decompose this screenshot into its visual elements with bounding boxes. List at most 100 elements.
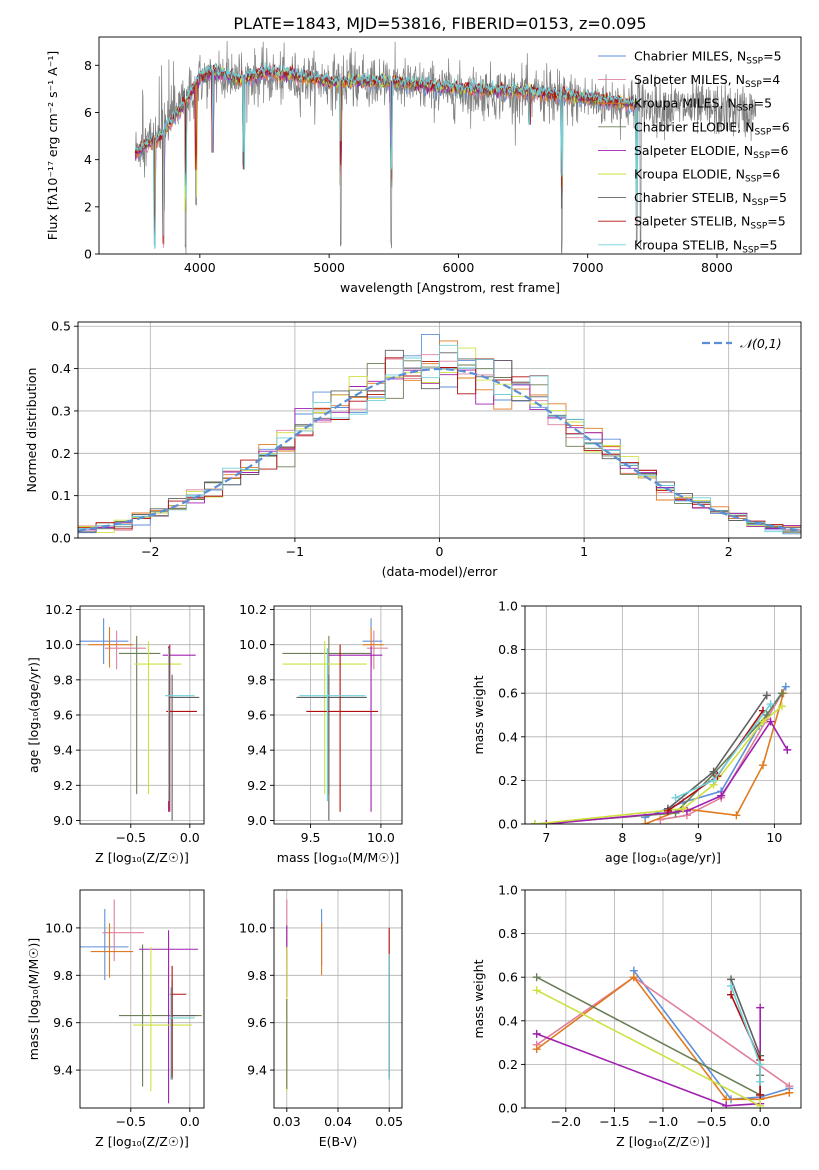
errorbar-point-salpeter-elodie — [162, 646, 196, 812]
legend-value: =5 — [759, 237, 777, 252]
legend-value: =6 — [770, 143, 788, 158]
grid-mass_vs_Z — [80, 890, 204, 1108]
legend-value: =5 — [763, 49, 781, 64]
y-tick-label: 9.4 — [53, 1063, 73, 1078]
x-tick-label: 1 — [580, 544, 588, 559]
x-tick-label: −1.5 — [599, 1114, 629, 1129]
weight-marker-salpeter-elodie — [542, 820, 551, 824]
weight-line-chabrier-elodie — [536, 976, 761, 1097]
y-tick-label: 10.2 — [45, 602, 73, 617]
grid-age_vs_Z — [80, 606, 204, 824]
y-tick-label: 10.0 — [239, 637, 267, 652]
legend-sub: SSP — [742, 245, 759, 255]
spectrum-model-kroupa-stelib — [134, 62, 640, 250]
panel-mass_vs_EBV: 0.03 0.04 0.05 9.4 9.6 9.8 10.0 E(B-V) — [239, 889, 403, 1149]
plot-area-weight_vs_age — [530, 682, 792, 824]
y-tick-label: 1.0 — [498, 883, 518, 898]
weight-marker-kroupa-stelib — [727, 981, 736, 990]
x-tick-label: 9.5 — [301, 830, 321, 845]
errorbar-point-salpeter-stelib — [169, 965, 187, 1078]
y-axis-label: mass [log₁₀(M/M☉)] — [26, 938, 41, 1060]
y-tick-label: 0.8 — [498, 926, 518, 941]
x-tick-label: −1.0 — [648, 1114, 678, 1129]
y-axis-label: Normed distribution — [24, 368, 39, 493]
y-tick-label: 1.0 — [498, 599, 518, 614]
x-tick-label: 0.05 — [375, 1114, 403, 1129]
weight-marker-kroupa-elodie — [530, 820, 539, 824]
legend-value: =6 — [771, 119, 789, 134]
figure-title: PLATE=1843, MJD=53816, FIBERID=0153, z=0… — [233, 14, 646, 33]
y-tick-label: 9.8 — [53, 672, 73, 687]
x-axis-label: E(B-V) — [319, 1134, 358, 1149]
legend-name: Kroupa MILES, N — [634, 96, 737, 111]
legend-label-kroupa-elodie: Kroupa ELODIE, NSSP=6 — [634, 167, 780, 185]
y-tick-label: 0.2 — [51, 446, 71, 461]
weight-marker-kroupa-miles — [732, 811, 741, 820]
x-tick-label: 7 — [542, 830, 550, 845]
weight-marker-kroupa-elodie — [777, 702, 786, 711]
legend-label-salpeter-elodie: Salpeter ELODIE, NSSP=6 — [634, 143, 789, 161]
weight-marker-kroupa-miles — [758, 761, 767, 770]
weight-marker-kroupa-stelib — [766, 700, 775, 709]
errorbar-point-kroupa-elodie — [133, 946, 193, 1092]
y-tick-label: 10.0 — [45, 637, 73, 652]
panel-weight_vs_Z: −2.0 −1.5 −1.0 −0.5 0.0 0.0 0.2 0.4 0.6 0.8 1.0 Z [… — [471, 883, 802, 1149]
gaussian-curve — [78, 367, 801, 532]
errorbar-point-kroupa-miles — [90, 923, 134, 978]
y-axis-label: mass weight — [471, 959, 486, 1038]
weight-line-kroupa-elodie — [534, 705, 783, 824]
errorbar-point-salpeter-miles — [104, 630, 147, 670]
y-tick-label: 0.4 — [498, 729, 518, 744]
errorbar-point-kroupa-stelib — [165, 648, 195, 802]
x-tick-label: 5000 — [313, 260, 345, 275]
panel-age_vs_mass: 9.5 10.0 9.0 9.2 9.4 9.6 9.8 10.0 10.2 mass [log₁… — [239, 602, 403, 865]
weight-marker-chabrier-elodie — [532, 973, 541, 982]
x-tick-label: 10 — [766, 830, 782, 845]
axes-mass_vs_Z: −0.5 0.0 9.4 9.6 9.8 10.0 Z [log₁₀(Z/Z☉)] mass … — [26, 889, 205, 1149]
errorbar-point-kroupa-elodie — [282, 641, 367, 795]
weight-marker-kroupa-elodie — [532, 986, 541, 995]
y-tick-label: 9.8 — [247, 968, 267, 983]
legend-name: Salpeter MILES, N — [634, 72, 745, 87]
weight-line-kroupa-elodie — [536, 989, 761, 1108]
weight-marker-kroupa-stelib — [756, 1077, 765, 1086]
y-tick-label: 0.0 — [51, 531, 71, 546]
y-tick-label: 9.8 — [247, 672, 267, 687]
legend-sub: SSP — [754, 127, 771, 137]
weight-marker-kroupa-miles — [785, 1088, 794, 1097]
weight-marker-salpeter-elodie — [717, 791, 726, 800]
weight-marker-kroupa-miles — [532, 1045, 541, 1054]
legend-name: Kroupa ELODIE, N — [634, 167, 745, 182]
weight-marker-kroupa-stelib — [671, 793, 680, 802]
errorbar-point-kroupa-stelib — [299, 648, 366, 802]
weight-marker-salpeter-stelib — [663, 806, 672, 815]
errorbar-point-kroupa-elodie — [134, 641, 182, 795]
weight-marker-chabrier-elodie — [777, 689, 786, 698]
weight-marker-chabrier-stelib — [709, 767, 718, 776]
grid-age_vs_mass — [274, 606, 402, 824]
y-axis-label: Flux [fλ10⁻¹⁷ erg cm⁻² s⁻¹ A⁻¹] — [45, 51, 60, 240]
weight-marker-salpeter-elodie — [766, 717, 775, 726]
errorbar-point-salpeter-elodie — [139, 930, 199, 1104]
x-axis-label: age [log₁₀(age/yr)] — [605, 850, 721, 865]
y-tick-label: 0.2 — [498, 773, 518, 788]
weight-line-salpeter-stelib — [667, 710, 764, 812]
legend-name: Kroupa STELIB, N — [634, 237, 742, 252]
x-tick-label: 0.0 — [180, 1114, 200, 1129]
y-tick-label: 0.0 — [498, 817, 518, 832]
errorbar-point-salpeter-miles — [366, 630, 388, 670]
errorbar-point-salpeter-stelib — [166, 644, 197, 812]
y-tick-label: 10.2 — [239, 602, 267, 617]
x-tick-label: −2.0 — [551, 1114, 581, 1129]
legend-sub: SSP — [745, 175, 762, 185]
residual-hist-kroupa-stelib — [78, 344, 801, 533]
x-tick-label: 0.04 — [324, 1114, 352, 1129]
weight-line-chabrier-elodie — [534, 692, 783, 824]
x-axis-label: wavelength [Angstrom, rest frame] — [340, 280, 560, 295]
legend-label-salpeter-stelib: Salpeter STELIB, NSSP=5 — [634, 214, 786, 232]
y-tick-label: 9.6 — [247, 1015, 267, 1030]
axes-mass_vs_EBV: 0.03 0.04 0.05 9.4 9.6 9.8 10.0 E(B-V) — [239, 889, 403, 1149]
errorbar-point-salpeter-stelib — [306, 644, 379, 812]
errorbar-point-kroupa-stelib — [168, 987, 195, 1080]
